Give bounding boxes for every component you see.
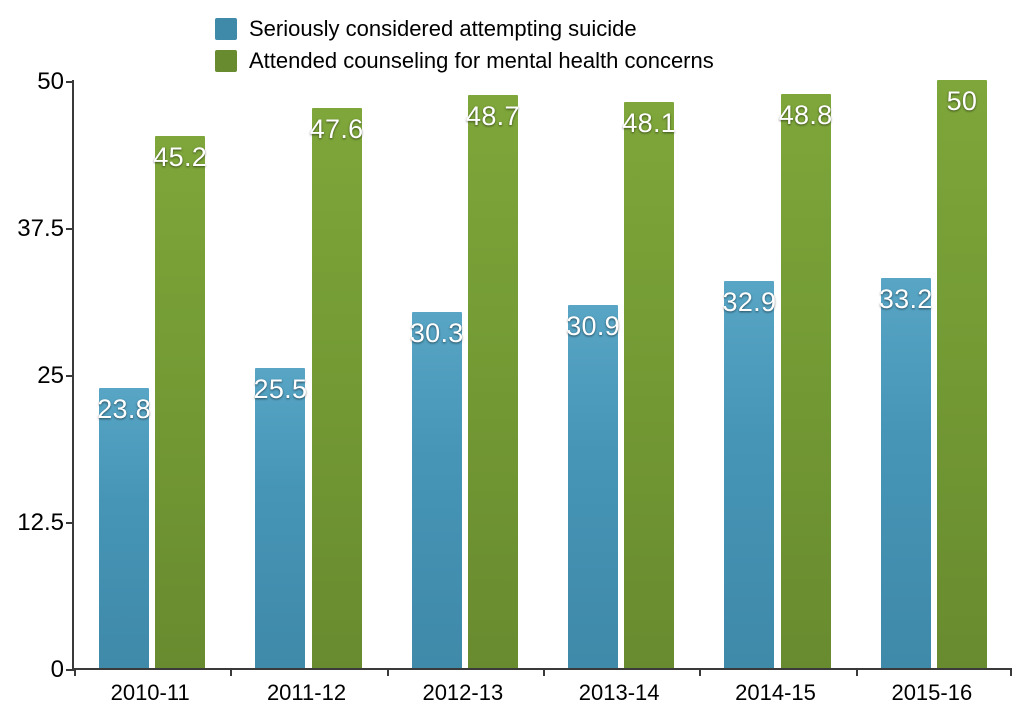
y-tick-mark [66,375,74,377]
legend-label-series2: Attended counseling for mental health co… [249,48,714,74]
bar-value-label: 23.8 [97,394,151,425]
bar-value-label: 33.2 [879,284,933,315]
bar-series2: 50 [937,80,987,668]
bar-series1: 33.2 [881,278,931,668]
bar-value-label: 47.6 [310,114,364,145]
y-tick-label: 50 [37,68,64,96]
x-axis-labels: 2010-11 2011-12 2012-13 2013-14 2014-15 2015-… [72,674,1012,714]
y-tick-mark [66,228,74,230]
legend-label-series1: Seriously considered attempting suicide [249,16,637,42]
x-axis-label: 2010-11 [111,680,190,706]
x-axis-label: 2011-12 [267,680,346,706]
y-tick-label: 0 [51,656,64,684]
y-tick-mark [66,81,74,83]
bar-series1: 23.8 [99,388,149,668]
bar-series2: 48.1 [624,102,674,668]
bar-value-label: 32.9 [723,287,777,318]
legend-item-series2: Attended counseling for mental health co… [215,48,714,74]
x-axis-label: 2015-16 [891,680,972,706]
bar-series1: 30.9 [568,305,618,668]
bar-series2: 47.6 [312,108,362,668]
y-tick-mark [66,669,74,671]
x-axis-label: 2013-14 [579,680,660,706]
y-tick-label: 25 [37,362,64,390]
y-tick-label: 37.5 [17,215,64,243]
x-axis-label: 2012-13 [422,680,503,706]
bar-value-label: 25.5 [254,374,308,405]
bar-value-label: 50 [947,86,978,117]
chart-stage: Seriously considered attempting suicide … [0,0,1024,727]
bar-value-label: 48.7 [466,101,520,132]
legend: Seriously considered attempting suicide … [215,16,714,74]
y-tick-label: 12.5 [17,509,64,537]
legend-item-series1: Seriously considered attempting suicide [215,16,714,42]
y-axis: 012.52537.550 [0,80,72,670]
bar-series2: 48.7 [468,95,518,668]
x-axis-label: 2014-15 [735,680,816,706]
bar-series1: 30.3 [412,312,462,668]
bar-value-label: 45.2 [153,142,207,173]
bar-value-label: 48.8 [779,100,833,131]
plot-area: 23.8 45.2 25.5 47.6 30.3 48.7 30.9 48.1 32.9 48.8… [72,80,1012,670]
legend-swatch-series2 [215,50,237,72]
bar-value-label: 48.1 [622,108,676,139]
bar-value-label: 30.3 [410,318,464,349]
bar-value-label: 30.9 [566,311,620,342]
bar-series2: 48.8 [781,94,831,668]
legend-swatch-series1 [215,18,237,40]
bar-series2: 45.2 [155,136,205,668]
y-tick-mark [66,522,74,524]
bar-series1: 32.9 [724,281,774,668]
bar-series1: 25.5 [255,368,305,668]
